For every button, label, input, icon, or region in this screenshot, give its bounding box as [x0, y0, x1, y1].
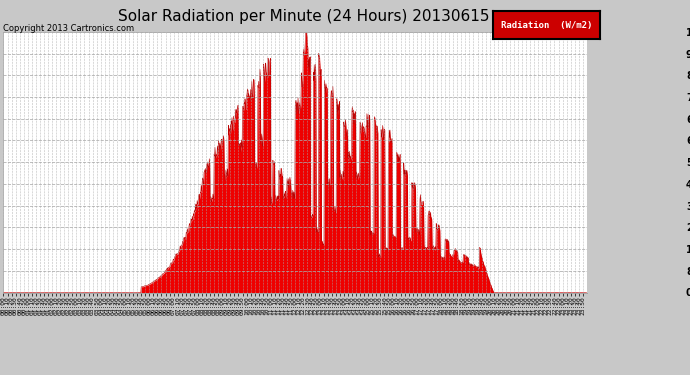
- Text: Radiation  (W/m2): Radiation (W/m2): [501, 21, 593, 30]
- Text: Copyright 2013 Cartronics.com: Copyright 2013 Cartronics.com: [3, 24, 135, 33]
- Text: Solar Radiation per Minute (24 Hours) 20130615: Solar Radiation per Minute (24 Hours) 20…: [118, 9, 489, 24]
